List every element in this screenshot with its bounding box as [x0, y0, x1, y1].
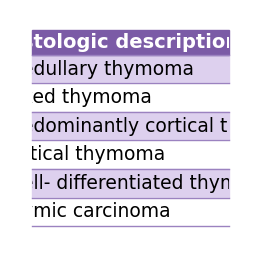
Text: rtical thymoma: rtical thymoma [22, 145, 165, 164]
Bar [32, 112, 229, 140]
Text: stologic description: stologic description [22, 33, 239, 52]
Text: xed thymoma: xed thymoma [22, 88, 152, 107]
Bar [32, 140, 229, 169]
Bar [32, 169, 229, 198]
Text: ell- differentiated thym: ell- differentiated thym [22, 174, 238, 193]
Bar [32, 55, 229, 84]
Bar [32, 30, 229, 55]
Bar [32, 84, 229, 112]
Text: edullary thymoma: edullary thymoma [22, 60, 194, 79]
Text: ymic carcinoma: ymic carcinoma [22, 202, 170, 221]
Text: edominantly cortical t: edominantly cortical t [22, 117, 227, 136]
Bar [32, 198, 229, 226]
